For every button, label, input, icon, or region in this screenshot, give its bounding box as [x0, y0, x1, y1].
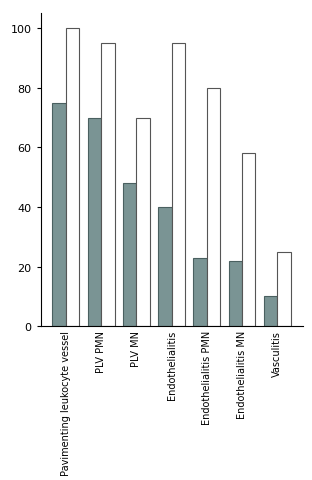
Bar [172, 44, 185, 326]
Bar [242, 154, 256, 326]
Bar [193, 258, 207, 326]
Bar [158, 207, 172, 326]
Bar [101, 44, 115, 326]
Bar [66, 29, 79, 326]
Bar [264, 297, 277, 326]
Bar [123, 184, 136, 326]
Bar [88, 119, 101, 326]
Bar [229, 261, 242, 326]
Bar [277, 252, 291, 326]
Bar [136, 119, 150, 326]
Bar [207, 89, 220, 326]
Bar [52, 104, 66, 326]
